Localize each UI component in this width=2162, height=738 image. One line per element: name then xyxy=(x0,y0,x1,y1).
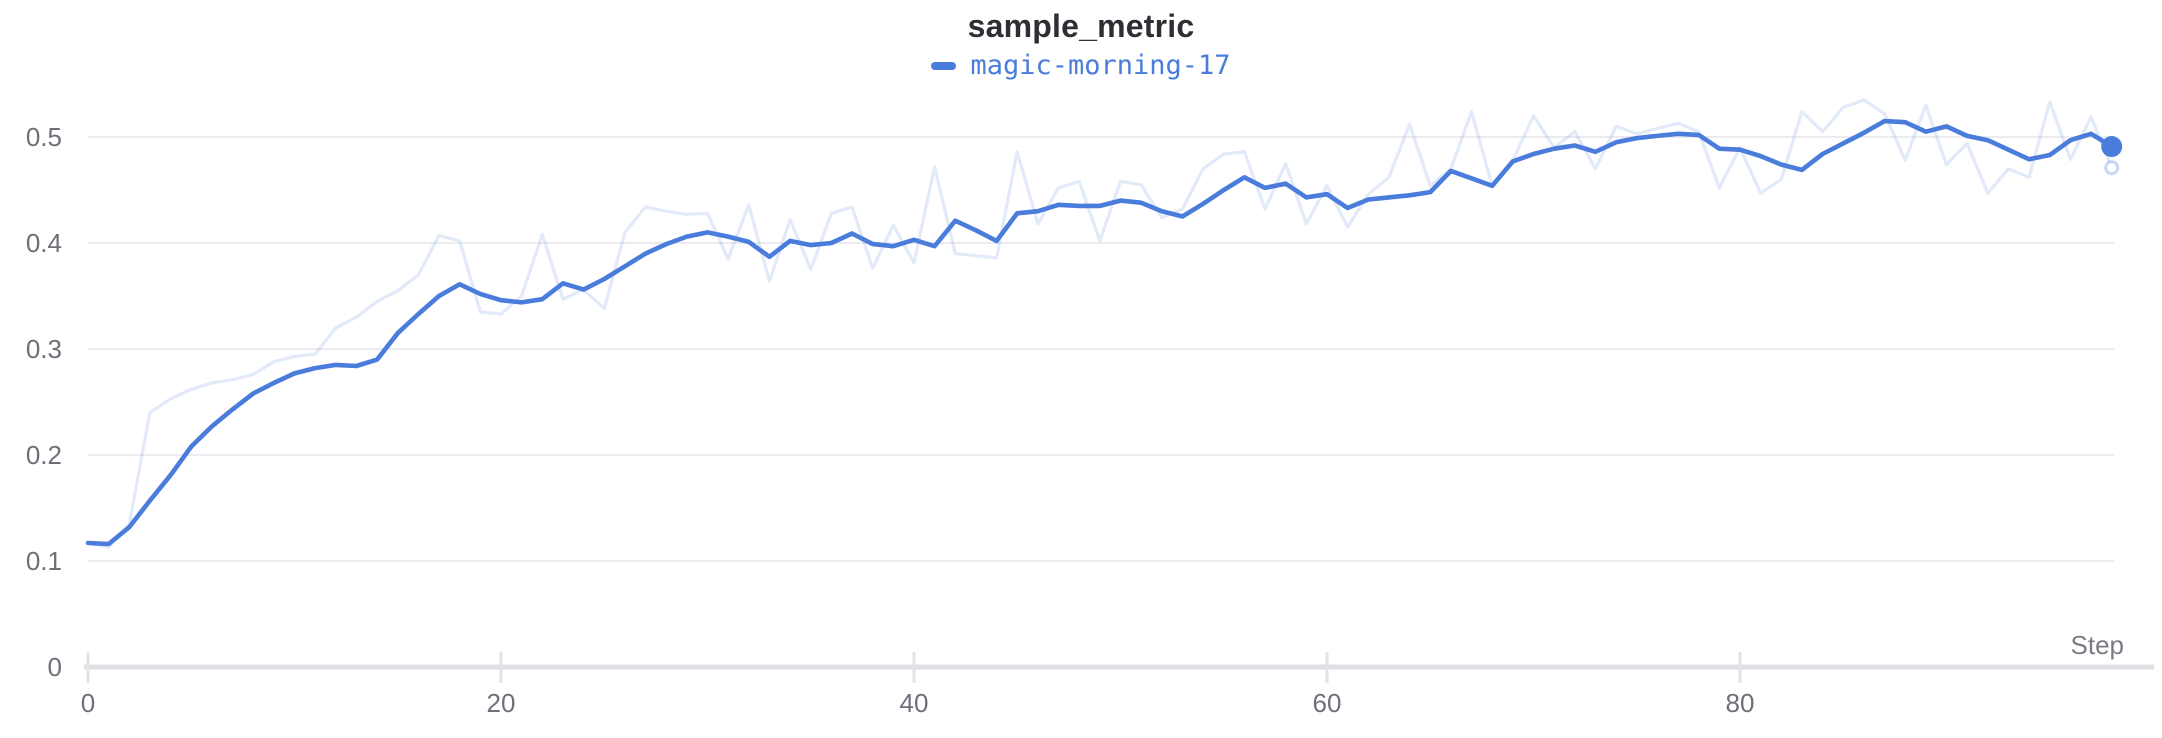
y-tick-label: 0.5 xyxy=(26,122,62,152)
x-tick-label: 0 xyxy=(81,688,95,718)
y-tick-label: 0.3 xyxy=(26,334,62,364)
legend-line-icon xyxy=(931,61,957,70)
series-end-open-circle xyxy=(2104,160,2120,176)
chart-title: sample_metric xyxy=(967,8,1195,44)
legend: magic-morning-17 xyxy=(0,52,2162,79)
legend-item[interactable]: magic-morning-17 xyxy=(931,50,1231,81)
x-tick-label: 80 xyxy=(1726,688,1755,718)
y-tick-label: 0 xyxy=(48,652,62,682)
series-line-original-unsmoothed xyxy=(86,98,2114,549)
x-tick-label: 40 xyxy=(900,688,929,718)
x-tick-label: 60 xyxy=(1313,688,1342,718)
legend-run-name: magic-morning-17 xyxy=(970,50,1231,81)
x-axis-title: Step xyxy=(2070,630,2125,660)
y-tick-label: 0.4 xyxy=(26,228,62,258)
y-tick-label: 0.2 xyxy=(26,440,62,470)
y-tick-label: 0.1 xyxy=(26,546,62,576)
x-tick-label: 20 xyxy=(487,688,516,718)
series-end-dot[interactable] xyxy=(2101,136,2123,158)
series-line-smoothed[interactable] xyxy=(85,118,2114,547)
